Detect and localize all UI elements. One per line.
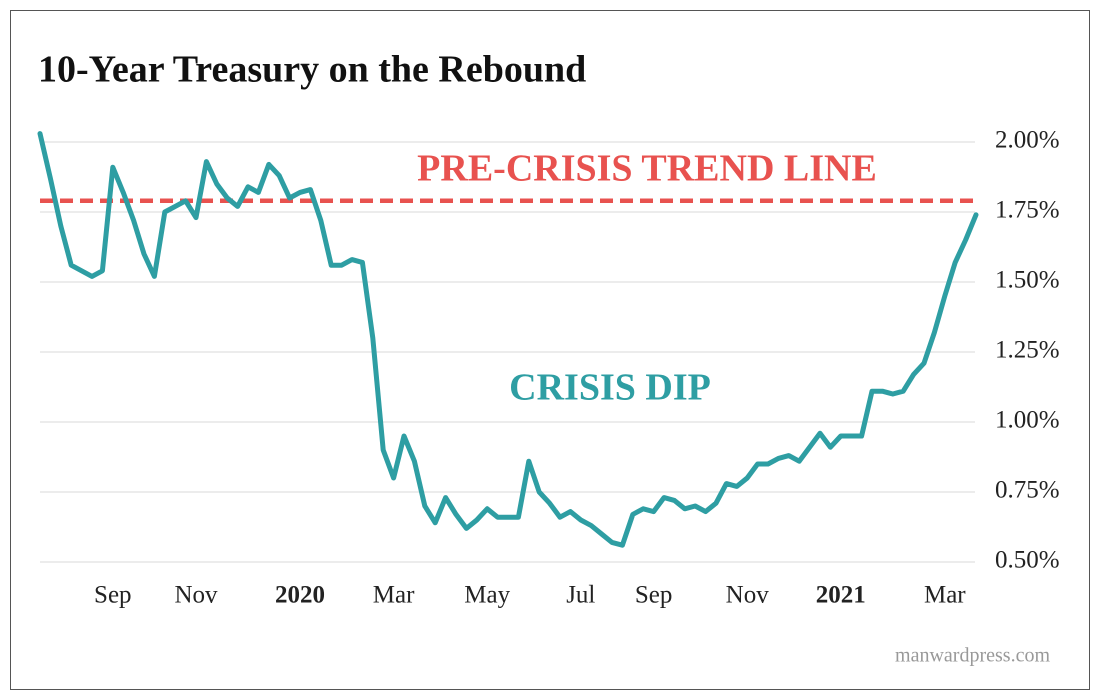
x-tick-label: 2020 <box>275 582 325 609</box>
x-tick-label: Mar <box>373 582 415 609</box>
y-tick-label: 1.75% <box>995 197 1060 224</box>
x-tick-label: Nov <box>174 582 218 609</box>
x-tick-label: 2021 <box>816 582 866 609</box>
y-tick-label: 0.50% <box>995 547 1060 574</box>
frame <box>10 10 1090 690</box>
x-tick-label: Nov <box>726 582 770 609</box>
x-tick-label: May <box>464 582 510 609</box>
x-tick-label: Sep <box>635 582 673 609</box>
y-tick-label: 1.50% <box>995 267 1060 294</box>
x-tick-label: Sep <box>94 582 132 609</box>
x-tick-label: Mar <box>924 582 966 609</box>
y-tick-label: 1.00% <box>995 407 1060 434</box>
annotation: CRISIS DIP <box>509 367 711 409</box>
data-line <box>37 131 979 548</box>
source: manwardpress.com <box>895 645 1050 667</box>
y-tick-label: 0.75% <box>995 477 1060 504</box>
reference-label: PRE-CRISIS TREND LINE <box>417 148 877 190</box>
x-tick-label: Jul <box>566 582 595 609</box>
y-tick-label: 1.25% <box>995 337 1060 364</box>
y-tick-label: 2.00% <box>995 127 1060 154</box>
chart-title: 10-Year Treasury on the Rebound <box>38 49 586 91</box>
